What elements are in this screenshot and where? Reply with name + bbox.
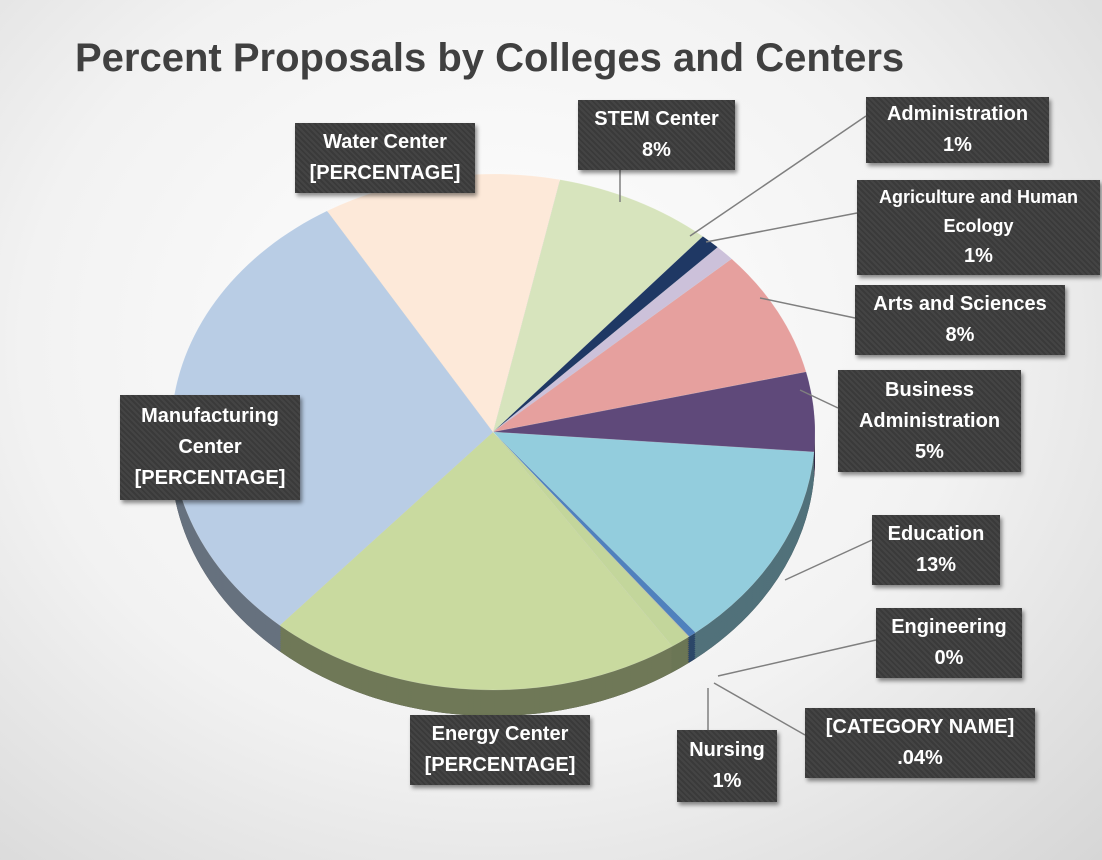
data-label: Business Administration 5% — [838, 370, 1021, 472]
slice — [279, 431, 673, 691]
category-name: Manufacturing Center — [141, 405, 279, 458]
category-name: Nursing — [689, 739, 765, 761]
value-label: 5% — [915, 440, 944, 463]
category-name: Business Administration — [858, 378, 1001, 432]
category-name: [CATEGORY NAME] — [825, 716, 1015, 738]
value-label: 13% — [915, 554, 957, 576]
value-label: [PERCENTAGE] — [424, 754, 576, 776]
slice — [492, 431, 689, 647]
data-label: Engineering 0% — [876, 608, 1022, 678]
data-label: Manufacturing Center [PERCENTAGE] — [120, 395, 300, 500]
value-label: 0% — [934, 647, 964, 669]
data-label: Agriculture and Human Ecology 1% — [857, 180, 1100, 275]
data-label: Education 13% — [872, 515, 1000, 585]
slice — [492, 246, 733, 433]
value-label: .04% — [897, 747, 943, 769]
data-label: Water Center [PERCENTAGE] — [295, 123, 475, 193]
value-label: 1% — [712, 770, 742, 792]
chart-title: Percent Proposals by Colleges and Center… — [75, 36, 905, 80]
category-name: Agriculture and Human Ecology — [878, 187, 1079, 236]
slice — [492, 431, 815, 633]
category-name: Education — [887, 523, 985, 545]
category-name: Energy Center — [431, 723, 569, 745]
value-label: 1% — [964, 245, 993, 267]
value-label: [PERCENTAGE] — [134, 467, 286, 489]
category-name: Administration — [886, 103, 1029, 125]
category-name: STEM Center — [594, 108, 719, 130]
category-name: Engineering — [891, 616, 1007, 638]
leader-line — [717, 639, 877, 677]
value-label: 8% — [642, 139, 671, 161]
data-label: STEM Center 8% — [578, 100, 735, 170]
data-label: Administration 1% — [866, 97, 1049, 163]
slice — [492, 258, 807, 433]
data-label: Nursing 1% — [677, 730, 777, 802]
leader-line — [784, 539, 873, 581]
data-label: [CATEGORY NAME] .04% — [805, 708, 1035, 778]
slice — [492, 179, 704, 433]
leader-line — [705, 212, 858, 243]
slice — [492, 431, 690, 638]
leader-line — [799, 389, 839, 409]
value-label: [PERCENTAGE] — [309, 162, 461, 184]
data-label: Arts and Sciences 8% — [855, 285, 1065, 355]
leader-line — [689, 115, 867, 237]
value-label: 8% — [945, 324, 975, 346]
data-label: Energy Center [PERCENTAGE] — [410, 715, 590, 785]
leader-line — [713, 682, 806, 736]
category-name: Water Center — [323, 131, 447, 153]
slice — [492, 371, 816, 453]
value-label: 1% — [943, 134, 972, 156]
leader-line — [759, 297, 856, 319]
slice — [492, 431, 696, 637]
category-name: Arts and Sciences — [873, 293, 1047, 315]
